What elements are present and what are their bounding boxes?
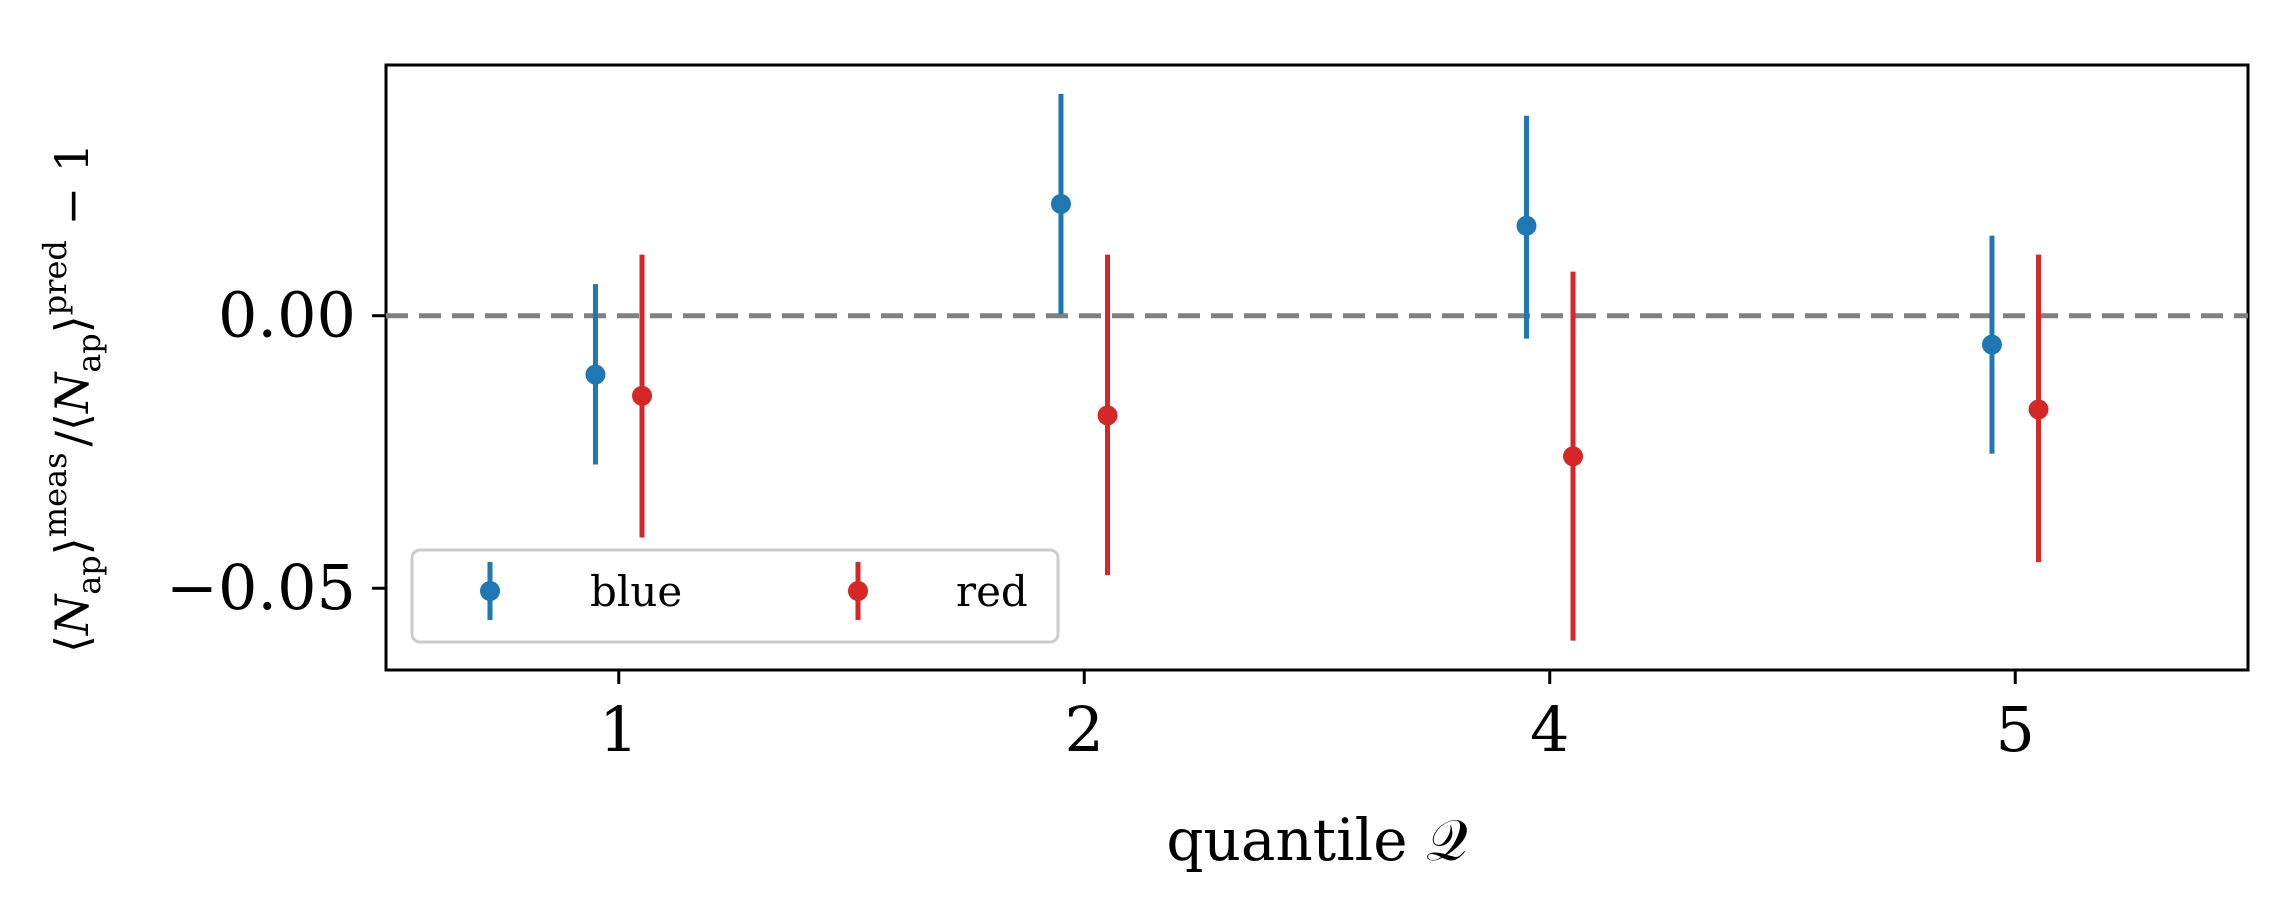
series-red <box>632 254 2049 641</box>
y-tick-label: 0.00 <box>218 279 356 352</box>
x-tick-label: 4 <box>1530 693 1569 766</box>
x-axis-label: quantile 𝒬 <box>1166 806 1467 874</box>
x-axis-ticks: 1 2 4 5 <box>599 670 2035 766</box>
legend-marker-blue-dot <box>480 581 500 601</box>
legend-label-red: red <box>956 567 1028 616</box>
point-blue <box>1050 193 1071 214</box>
plot-frame <box>384 63 2250 672</box>
x-tick-label: 5 <box>1996 693 2035 766</box>
legend-marker-red-dot <box>848 581 868 601</box>
legend: blue red <box>410 548 1060 644</box>
point-red <box>632 385 653 406</box>
y-axis-label: ⟨Nap⟩meas/⟨Nap⟩pred − 1 <box>36 143 108 653</box>
point-blue <box>1981 334 2002 355</box>
x-tick-label: 2 <box>1065 693 1104 766</box>
series-blue <box>585 93 2002 465</box>
x-tick-label: 1 <box>599 693 638 766</box>
series-layer <box>585 93 2049 641</box>
y-axis-ticks: 0.00 −0.05 <box>166 279 386 624</box>
legend-label-blue: blue <box>590 567 682 616</box>
point-red <box>1097 405 1118 426</box>
point-red <box>2028 399 2049 420</box>
point-blue <box>585 364 606 385</box>
point-red <box>1563 446 1584 467</box>
legend-frame <box>410 548 1060 644</box>
y-tick-label: −0.05 <box>166 551 356 624</box>
point-blue <box>1516 215 1537 236</box>
